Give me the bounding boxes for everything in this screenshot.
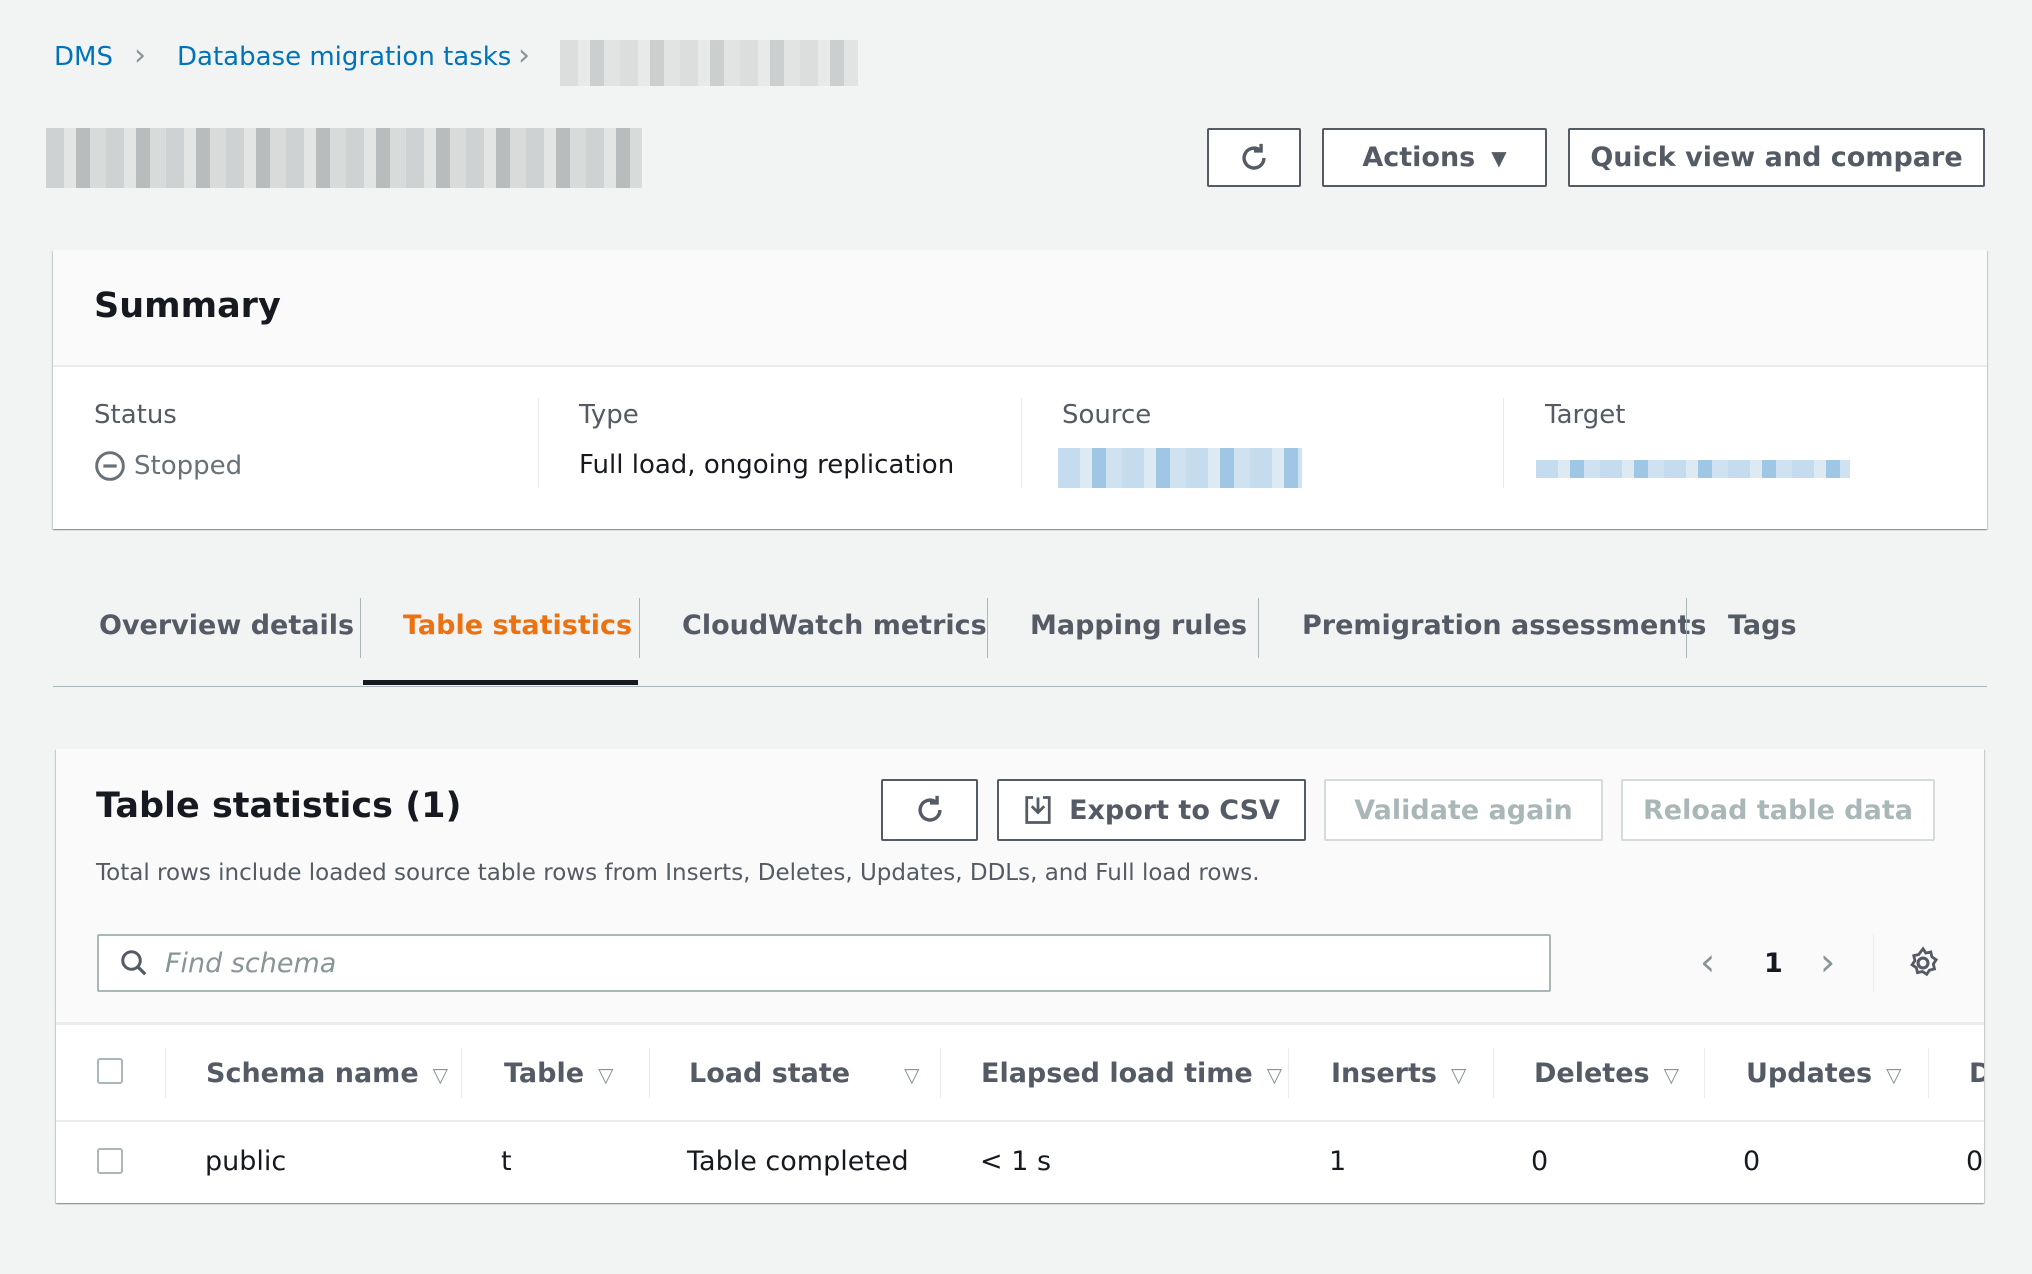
target-link-redacted[interactable] <box>1536 460 1850 478</box>
target-label: Target <box>1545 400 1626 430</box>
quick-view-compare-button[interactable]: Quick view and compare <box>1568 128 1985 187</box>
find-schema-input[interactable]: Find schema <box>97 934 1551 992</box>
tabs-divider <box>53 686 1987 687</box>
type-value: Full load, ongoing replication <box>579 450 955 480</box>
refresh-icon <box>1242 143 1266 170</box>
status-text: Stopped <box>134 451 243 481</box>
source-label: Source <box>1062 400 1152 430</box>
cell-ddls: 0 <box>1966 1146 1984 1177</box>
refresh-icon <box>917 795 942 822</box>
sort-icon: ▽ <box>1663 1063 1679 1087</box>
column-header-deletes[interactable]: Deletes ▽ <box>1534 1058 1679 1089</box>
sort-icon: ▽ <box>598 1063 614 1087</box>
search-icon <box>121 950 147 976</box>
cell-load-state: Table completed <box>687 1146 909 1177</box>
page-number[interactable]: 1 <box>1764 948 1783 979</box>
status-value: Stopped <box>94 450 242 482</box>
download-icon <box>1025 796 1051 824</box>
gear-icon <box>1910 946 1939 977</box>
caret-down-icon: ▼ <box>1491 145 1507 170</box>
tab-table-statistics[interactable]: Table statistics <box>403 610 633 641</box>
status-label: Status <box>94 400 177 430</box>
cell-inserts: 1 <box>1329 1146 1347 1177</box>
export-csv-button[interactable]: Export to CSV <box>997 779 1306 841</box>
sort-icon: ▽ <box>904 1063 920 1087</box>
sort-icon: ▽ <box>1886 1063 1902 1087</box>
table-stats-title: Table statistics (1) <box>96 786 462 826</box>
refresh-button[interactable] <box>1207 128 1301 187</box>
cell-table: t <box>501 1146 512 1177</box>
column-header-schema-name[interactable]: Schema name ▽ <box>206 1058 449 1089</box>
tab-cloudwatch-metrics[interactable]: CloudWatch metrics <box>682 610 987 641</box>
cell-schema-name: public <box>205 1146 287 1177</box>
source-link-redacted[interactable] <box>1058 448 1302 488</box>
column-header-ddls[interactable]: D <box>1969 1058 1984 1089</box>
actions-label: Actions <box>1362 142 1476 173</box>
tab-premigration-assessments[interactable]: Premigration assessments <box>1302 610 1707 641</box>
chevron-right-icon: › <box>134 38 146 73</box>
settings-button[interactable] <box>1906 946 1940 984</box>
reload-label: Reload table data <box>1643 794 1913 826</box>
validate-label: Validate again <box>1354 794 1573 826</box>
quick-view-label: Quick view and compare <box>1590 142 1963 173</box>
column-header-updates[interactable]: Updates ▽ <box>1746 1058 1902 1089</box>
column-header-load-state[interactable]: Load state ▽ <box>689 1058 920 1089</box>
summary-panel: Summary Status Stopped Type Full load, o… <box>53 250 1987 529</box>
sort-icon: ▽ <box>1450 1063 1467 1087</box>
export-label: Export to CSV <box>1069 794 1280 826</box>
actions-button[interactable]: Actions ▼ <box>1322 128 1547 187</box>
tab-mapping-rules[interactable]: Mapping rules <box>1030 610 1248 641</box>
column-header-table[interactable]: Table ▽ <box>504 1058 614 1089</box>
chevron-right-icon: › <box>518 38 530 73</box>
sort-icon: ▽ <box>1266 1063 1283 1087</box>
cell-elapsed-load-time: < 1 s <box>980 1146 1052 1177</box>
page-title-redacted <box>46 128 642 188</box>
search-placeholder: Find schema <box>165 947 337 979</box>
column-header-inserts[interactable]: Inserts ▽ <box>1331 1058 1467 1089</box>
summary-title: Summary <box>94 286 281 326</box>
table-refresh-button[interactable] <box>881 779 978 841</box>
breadcrumb-dms[interactable]: DMS <box>54 42 113 72</box>
row-checkbox[interactable] <box>97 1148 123 1174</box>
breadcrumb-current-redacted <box>560 40 858 86</box>
active-tab-indicator <box>363 680 638 685</box>
cell-deletes: 0 <box>1531 1146 1549 1177</box>
stopped-icon <box>95 451 125 481</box>
validate-again-button[interactable]: Validate again <box>1324 779 1603 841</box>
select-all-checkbox[interactable] <box>97 1058 123 1084</box>
tab-tags[interactable]: Tags <box>1728 610 1797 641</box>
next-page-button[interactable]: › <box>1820 940 1836 984</box>
type-label: Type <box>579 400 639 430</box>
sort-icon: ▽ <box>432 1063 449 1087</box>
prev-page-button[interactable]: ‹ <box>1700 940 1716 984</box>
breadcrumb-tasks[interactable]: Database migration tasks <box>177 42 512 72</box>
table-stats-description: Total rows include loaded source table r… <box>96 860 1260 886</box>
column-header-elapsed-load-time[interactable]: Elapsed load time ▽ <box>981 1058 1283 1089</box>
cell-updates: 0 <box>1743 1146 1761 1177</box>
reload-table-data-button[interactable]: Reload table data <box>1621 779 1935 841</box>
tab-overview-details[interactable]: Overview details <box>99 610 355 641</box>
